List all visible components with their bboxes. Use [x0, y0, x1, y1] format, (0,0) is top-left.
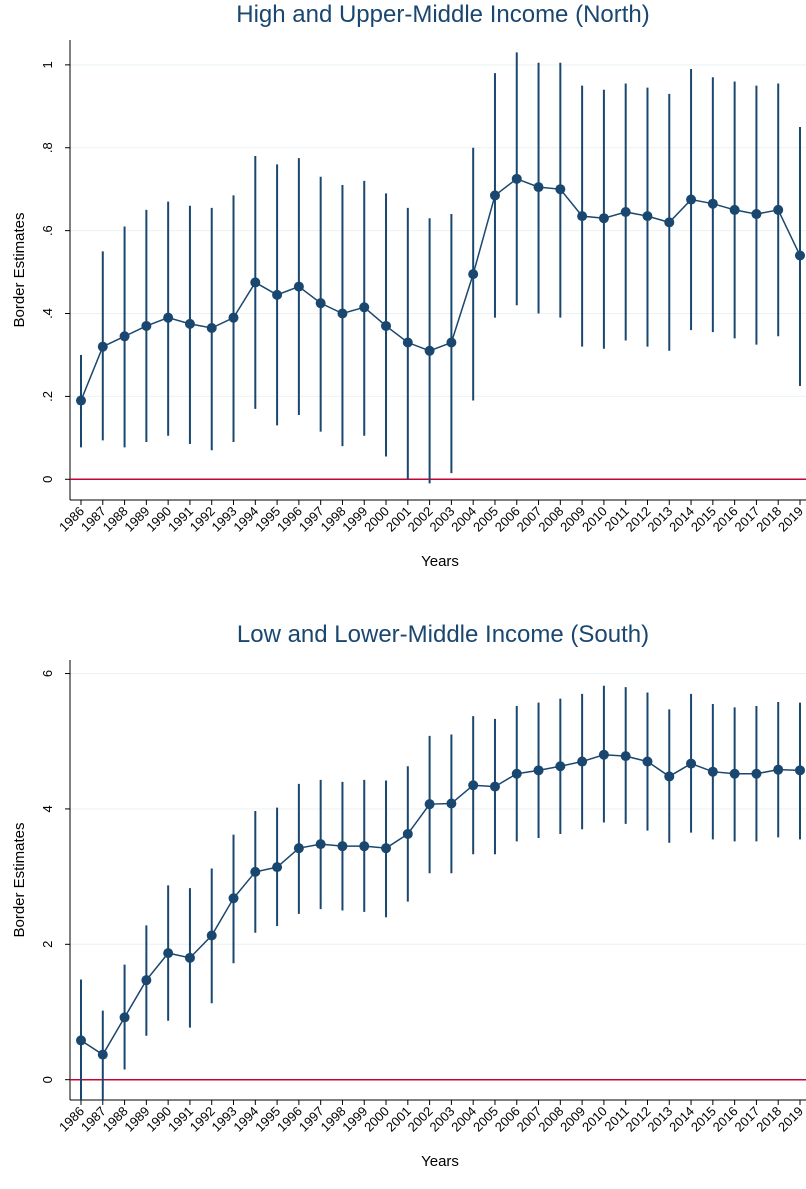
estimate-point [119, 1012, 130, 1023]
estimate-point [489, 781, 500, 792]
estimate-point [577, 211, 588, 222]
estimate-point [119, 331, 130, 342]
estimate-point [424, 799, 435, 810]
estimate-point [446, 798, 457, 809]
estimate-point [359, 841, 370, 852]
estimate-point [511, 173, 522, 184]
estimate-point [293, 281, 304, 292]
estimate-point [489, 190, 500, 201]
y-tick-label: 4 [40, 805, 55, 812]
x-axis-label: Years [421, 553, 459, 570]
estimate-point [555, 184, 566, 195]
estimate-point [184, 952, 195, 963]
estimate-point [76, 395, 86, 406]
estimate-point [97, 1049, 108, 1060]
estimate-point [337, 308, 348, 319]
estimate-point [795, 765, 805, 776]
estimate-point [620, 206, 631, 217]
estimate-point [141, 320, 152, 331]
estimate-point [359, 302, 370, 313]
estimate-point [250, 277, 261, 288]
estimate-point [97, 341, 108, 352]
estimate-point [381, 320, 392, 331]
estimate-point [468, 780, 479, 791]
estimate-point [446, 337, 457, 348]
y-axis-label: Border Estimates [11, 212, 28, 327]
x-axis-label: Years [421, 1153, 459, 1170]
estimate-point [424, 345, 435, 356]
estimate-point [402, 828, 413, 839]
estimate-point [184, 318, 195, 329]
estimate-point [577, 756, 588, 767]
estimate-point [511, 768, 522, 779]
estimate-point [228, 893, 239, 904]
estimate-point [228, 312, 239, 323]
y-tick-label: .6 [40, 225, 55, 236]
estimate-point [533, 765, 544, 776]
estimate-point [163, 312, 174, 323]
y-tick-label: 0 [40, 476, 55, 483]
estimate-point [381, 843, 392, 854]
estimate-point [642, 211, 653, 222]
estimate-point [468, 269, 479, 280]
estimate-point [664, 771, 675, 782]
y-tick-label: .4 [40, 308, 55, 319]
estimate-point [250, 866, 261, 877]
estimate-point [729, 768, 740, 779]
chart-title: High and Upper-Middle Income (North) [236, 1, 650, 28]
estimate-point [773, 204, 784, 215]
estimate-point [751, 209, 762, 220]
y-tick-label: 2 [40, 941, 55, 948]
estimate-point [620, 751, 631, 762]
y-tick-label: 6 [40, 670, 55, 677]
x-tick-label: 2019 [775, 1104, 806, 1135]
estimate-point [76, 1035, 86, 1046]
y-tick-label: 0 [40, 1076, 55, 1083]
estimate-point [293, 843, 304, 854]
estimate-point [751, 768, 762, 779]
estimate-point [163, 948, 174, 959]
estimate-point [402, 337, 413, 348]
estimate-point [315, 839, 326, 850]
estimate-point [272, 862, 283, 873]
estimate-point [206, 323, 217, 334]
estimate-point [315, 298, 326, 309]
estimate-point [642, 756, 653, 767]
estimate-point [555, 761, 566, 772]
estimate-point [141, 975, 152, 986]
estimate-point [598, 213, 609, 224]
estimate-point [206, 930, 217, 941]
estimate-point [729, 204, 740, 215]
estimate-point [686, 758, 697, 769]
estimate-line [80, 177, 801, 401]
estimate-point [795, 250, 805, 261]
y-axis-label: Border Estimates [11, 822, 28, 937]
y-tick-label: .2 [40, 391, 55, 402]
estimate-point [337, 841, 348, 852]
chart-title: Low and Lower-Middle Income (South) [237, 621, 649, 648]
estimate-point [773, 764, 784, 775]
y-tick-label: .8 [40, 142, 55, 153]
estimate-point [598, 749, 609, 760]
estimate-line [80, 754, 801, 1056]
y-tick-label: 1 [40, 61, 55, 68]
estimate-point [272, 289, 283, 300]
estimate-point [707, 766, 718, 777]
estimate-point [533, 182, 544, 193]
estimate-point [664, 217, 675, 228]
estimate-point [686, 194, 697, 205]
x-tick-label: 2019 [775, 504, 806, 535]
estimate-point [707, 198, 718, 209]
